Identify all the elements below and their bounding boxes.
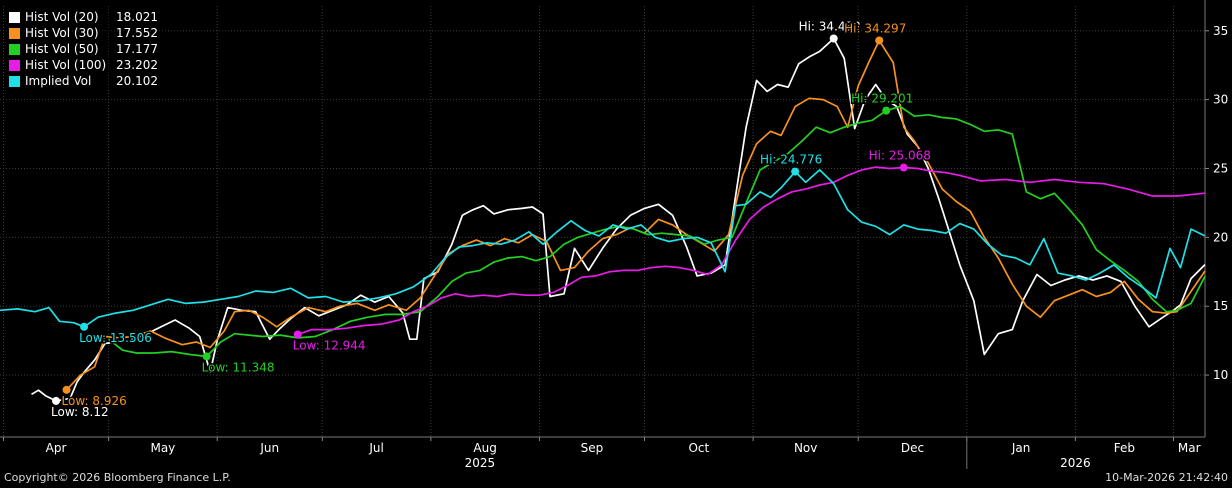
annotation-label: Hi: 25.068	[869, 149, 931, 163]
annotation-dot	[829, 34, 838, 43]
annotation-dot	[882, 106, 891, 115]
legend-label: Hist Vol (100)	[25, 58, 107, 72]
x-tick-label: May	[150, 441, 175, 455]
y-tick-label: 30	[1213, 93, 1228, 107]
y-tick-label: 35	[1213, 24, 1228, 38]
series-line-1	[65, 39, 1206, 391]
legend-label: Hist Vol (50)	[25, 42, 99, 56]
annotation-dot	[899, 163, 908, 172]
annotation-label: Low: 8.926	[62, 394, 127, 408]
annotation-dot	[875, 36, 884, 45]
x-tick-label: Jan	[1011, 441, 1031, 455]
legend-value: 17.552	[116, 26, 158, 40]
year-label: 2025	[465, 456, 496, 470]
copyright-text: Copyright© 2026 Bloomberg Finance L.P.	[4, 471, 231, 484]
legend-label: Hist Vol (20)	[25, 10, 99, 24]
x-tick-label: Sep	[581, 441, 604, 455]
legend-swatch	[9, 59, 20, 71]
annotation-label: Low: 13.506	[79, 331, 152, 345]
series-line-4	[0, 169, 1206, 328]
x-tick-label: Jun	[259, 441, 279, 455]
y-tick-label: 15	[1213, 299, 1228, 313]
legend-item-implied-vol: Implied Vol 20.102	[6, 73, 164, 89]
x-tick-label: Aug	[473, 441, 496, 455]
legend-swatch	[9, 43, 20, 55]
y-tick-label: 20	[1213, 230, 1228, 244]
x-tick-label: Jul	[368, 441, 383, 455]
annotation-dot	[62, 385, 71, 394]
annotation-label: Hi: 34.297	[844, 21, 906, 35]
annotation-dot	[293, 330, 302, 339]
series-lines	[0, 37, 1206, 402]
annotation-label: Low: 12.944	[293, 338, 366, 352]
legend-label: Hist Vol (30)	[25, 26, 99, 40]
annotation-label: Low: 8.12	[51, 405, 109, 419]
annotation-dot	[80, 322, 89, 331]
annotation-dot	[791, 167, 800, 176]
legend-item-hist-vol-100: Hist Vol (100) 23.202	[6, 57, 164, 73]
legend-swatch	[9, 11, 20, 23]
legend-value: 20.102	[116, 74, 158, 88]
legend-value: 17.177	[116, 42, 158, 56]
y-tick-label: 25	[1213, 161, 1228, 175]
annotation-label: Hi: 24.776	[760, 153, 822, 167]
x-tick-label: Dec	[901, 441, 924, 455]
legend-swatch	[9, 75, 20, 87]
year-label: 2026	[1060, 456, 1091, 470]
x-tick-label: Apr	[46, 441, 67, 455]
legend: Hist Vol (20) 18.021 Hist Vol (30) 17.55…	[6, 9, 164, 89]
legend-label: Implied Vol	[25, 74, 92, 88]
annotation-dot	[202, 352, 211, 361]
annotation-label: Low: 11.348	[202, 360, 275, 374]
timestamp-text: 10-Mar-2026 21:42:40	[1105, 471, 1228, 484]
y-tick-label: 10	[1213, 368, 1228, 382]
annotation-label: Hi: 29.201	[851, 92, 913, 106]
series-line-0	[31, 37, 1206, 402]
legend-swatch	[9, 27, 20, 39]
legend-item-hist-vol-20: Hist Vol (20) 18.021	[6, 9, 164, 25]
legend-value: 18.021	[116, 10, 158, 24]
annotation-label: Hi: 34.439	[799, 20, 861, 34]
series-line-3	[297, 166, 1206, 336]
legend-item-hist-vol-30: Hist Vol (30) 17.552	[6, 25, 164, 41]
series-line-2	[108, 105, 1206, 358]
annotation-dot	[52, 396, 61, 405]
legend-value: 23.202	[116, 58, 158, 72]
x-tick-label: Nov	[794, 441, 817, 455]
x-tick-label: Oct	[688, 441, 709, 455]
legend-item-hist-vol-50: Hist Vol (50) 17.177	[6, 41, 164, 57]
x-tick-label: Feb	[1114, 441, 1135, 455]
x-tick-label: Mar	[1178, 441, 1201, 455]
